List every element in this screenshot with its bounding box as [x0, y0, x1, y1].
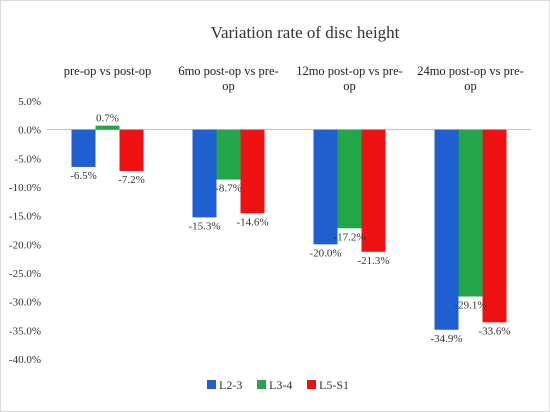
category-label-line: 12mo post-op vs pre- — [296, 64, 403, 78]
data-label: -6.5% — [70, 170, 97, 182]
data-label: -34.9% — [430, 333, 462, 345]
y-tick-label: -40.0% — [9, 354, 41, 366]
y-tick-label: -30.0% — [9, 297, 41, 309]
legend-item-l2-3: L2-3 — [207, 378, 242, 392]
y-tick-label: -5.0% — [14, 153, 41, 165]
bar-l3-4-12mo — [337, 129, 362, 229]
data-label: -14.6% — [236, 216, 268, 228]
bar-l2-3-24mo — [434, 129, 459, 330]
legend-label: L3-4 — [269, 378, 292, 392]
category-label-line: 24mo post-op vs pre- — [417, 64, 524, 78]
category-label: 24mo post-op vs pre-op — [417, 64, 524, 93]
bar-l5-s1-6mo — [240, 129, 265, 214]
legend-label: L2-3 — [219, 378, 242, 392]
legend-item-l5-s1: L5-S1 — [307, 378, 349, 392]
bar-l3-4-pre-op — [95, 125, 120, 130]
data-labels-layer: -6.5% 0.7% -7.2% -15.3% -8.7% -14.6% -20.0% -17… — [70, 113, 510, 345]
legend: L2-3 L3-4 L5-S1 — [207, 378, 349, 392]
category-label-line: op — [464, 79, 477, 93]
y-tick-label: 5.0% — [18, 96, 41, 108]
data-label: -33.6% — [478, 325, 510, 337]
legend-swatch — [207, 380, 216, 389]
legend-item-l3-4: L3-4 — [257, 378, 292, 392]
data-label: -21.3% — [357, 255, 389, 267]
category-label: pre-op vs post-op — [64, 64, 152, 78]
legend-swatch — [257, 380, 266, 389]
data-label: -8.7% — [215, 183, 242, 195]
category-label-line: op — [222, 79, 235, 93]
category-labels-layer: pre-op vs post-op 6mo post-op vs pre-op12… — [64, 64, 524, 93]
data-label: 0.7% — [96, 113, 119, 125]
category-label-line: pre-op vs post-op — [64, 64, 152, 78]
bar-l2-3-12mo — [313, 129, 338, 245]
bar-l5-s1-12mo — [361, 129, 386, 252]
data-label: -15.3% — [188, 220, 220, 232]
data-label: -29.1% — [454, 300, 486, 312]
category-label: 6mo post-op vs pre-op — [178, 64, 278, 93]
y-tick-label: -10.0% — [9, 182, 41, 194]
legend-swatch — [307, 380, 316, 389]
y-tick-label: -20.0% — [9, 239, 41, 251]
data-label: -7.2% — [118, 174, 145, 186]
data-label: -20.0% — [309, 247, 341, 259]
category-label-line: op — [343, 79, 356, 93]
bar-l3-4-24mo — [458, 129, 483, 297]
y-tick-label: -35.0% — [9, 325, 41, 337]
bar-l5-s1-24mo — [482, 129, 507, 323]
category-label: 12mo post-op vs pre-op — [296, 64, 403, 93]
bar-l5-s1-pre-op — [119, 129, 144, 171]
bar-l2-3-6mo — [192, 129, 217, 218]
y-tick-label: -15.0% — [9, 211, 41, 223]
bar-l2-3-pre-op — [71, 129, 96, 167]
chart-title: Variation rate of disc height — [211, 23, 400, 42]
bars-layer — [71, 125, 507, 330]
data-label: -17.2% — [333, 231, 365, 243]
y-tick-label: 0.0% — [18, 125, 41, 137]
y-tick-label: -25.0% — [9, 268, 41, 280]
legend-label: L5-S1 — [319, 378, 349, 392]
category-label-line: 6mo post-op vs pre- — [178, 64, 278, 78]
bar-l3-4-6mo — [216, 129, 241, 180]
